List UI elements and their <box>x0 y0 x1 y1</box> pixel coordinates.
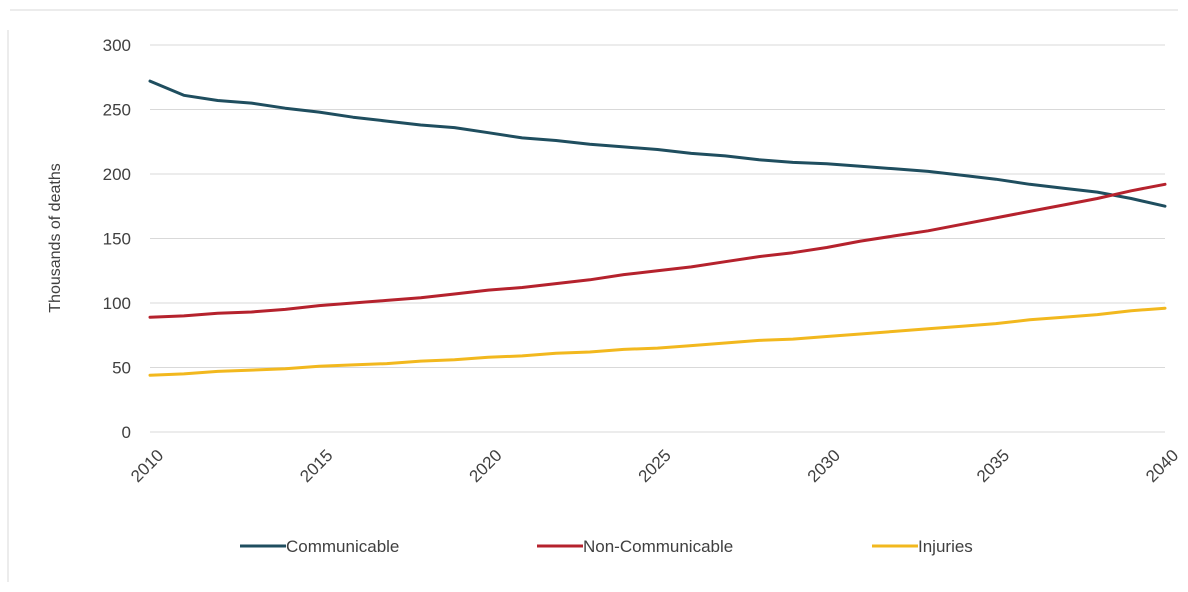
legend: Communicable Non-Communicable Injuries <box>240 537 973 556</box>
y-tick-label-250: 250 <box>103 101 131 120</box>
series-line-communicable <box>148 79 1167 208</box>
y-tick-label-300: 300 <box>103 36 131 55</box>
y-tick-label-100: 100 <box>103 294 131 313</box>
grid-lines <box>150 44 1165 433</box>
y-tick-label-200: 200 <box>103 165 131 184</box>
y-axis-title: Thousands of deaths <box>47 163 64 312</box>
legend-label-communicable: Communicable <box>286 537 399 556</box>
x-tick-label-2020: 2020 <box>465 446 505 486</box>
y-tick-label-150: 150 <box>103 230 131 249</box>
series-line-non-communicable <box>148 182 1167 319</box>
y-tick-label-50: 50 <box>112 359 131 378</box>
series-lines <box>148 79 1167 377</box>
x-tick-label-2035: 2035 <box>973 446 1013 486</box>
x-tick-label-2010: 2010 <box>127 446 167 486</box>
x-tick-label-2030: 2030 <box>804 446 844 486</box>
series-line-injuries <box>148 306 1167 377</box>
x-tick-label-2025: 2025 <box>635 446 675 486</box>
y-tick-label-0: 0 <box>122 423 131 442</box>
legend-label-injuries: Injuries <box>918 537 973 556</box>
legend-label-non-communicable: Non-Communicable <box>583 537 733 556</box>
x-tick-label-2015: 2015 <box>296 446 336 486</box>
x-tick-label-2040: 2040 <box>1142 446 1182 486</box>
y-axis-ticks: 0 50 100 150 200 250 300 <box>103 36 131 442</box>
x-axis-ticks: 2010 2015 2020 2025 2030 2035 2040 <box>127 446 1182 486</box>
